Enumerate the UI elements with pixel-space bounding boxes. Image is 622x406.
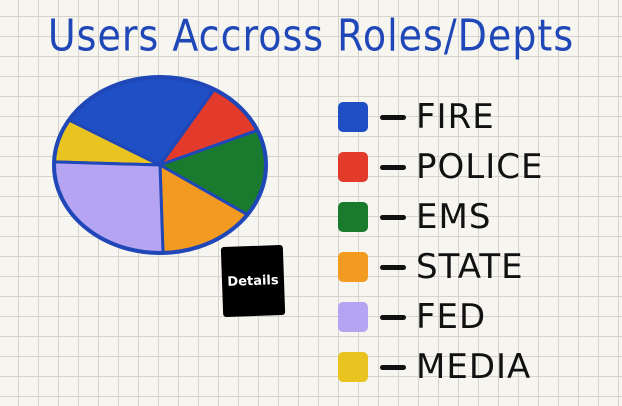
legend-item-police: POLICE [338, 142, 608, 192]
pie-slice-fed [52, 160, 165, 255]
legend-dash [380, 264, 406, 270]
legend-dash [380, 214, 406, 220]
legend-item-state: STATE [338, 242, 608, 292]
legend-item-media: MEDIA [338, 342, 608, 392]
legend-dash [380, 164, 406, 170]
details-button[interactable]: Details [220, 244, 286, 318]
legend-item-fire: FIRE [338, 92, 608, 142]
pie-chart [52, 75, 268, 255]
page-title: Users Accross Roles/Depts [47, 10, 575, 61]
legend-dash [380, 364, 406, 370]
legend-label: EMS [416, 197, 492, 237]
legend-label: FED [416, 297, 487, 337]
legend-swatch [338, 352, 368, 382]
legend-swatch [338, 102, 368, 132]
legend-label: FIRE [416, 97, 495, 137]
legend-dash [380, 114, 406, 120]
legend-swatch [338, 302, 368, 332]
pie-outline [52, 75, 268, 255]
legend-label: STATE [416, 247, 524, 287]
legend-swatch [338, 252, 368, 282]
legend-label: POLICE [416, 147, 544, 187]
legend-label: MEDIA [416, 347, 532, 387]
legend-dash [380, 314, 406, 320]
legend: FIRE POLICE EMS STATE FED MEDIA [338, 92, 608, 392]
legend-swatch [338, 202, 368, 232]
legend-item-fed: FED [338, 292, 608, 342]
legend-item-ems: EMS [338, 192, 608, 242]
legend-swatch [338, 152, 368, 182]
